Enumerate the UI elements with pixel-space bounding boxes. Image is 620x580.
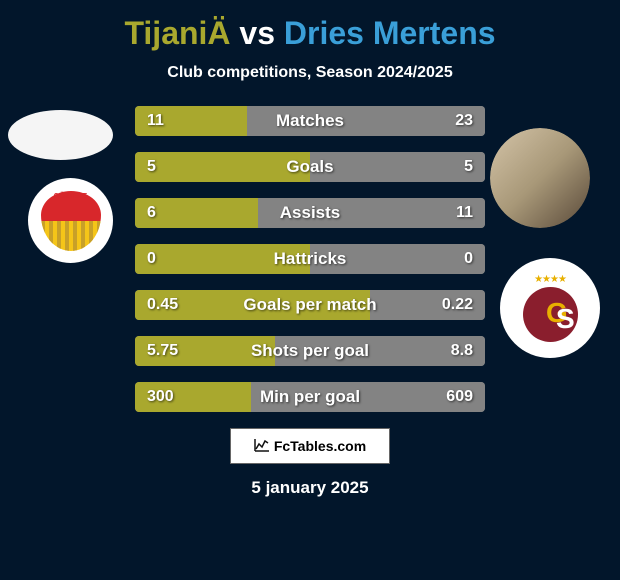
crest-stars-icon: ★★★★ [534, 274, 566, 285]
stat-value-right: 0.22 [442, 296, 473, 314]
stat-value-right: 609 [446, 388, 473, 406]
player1-name: TijaniÄ [124, 15, 230, 51]
stat-value-left: 6 [147, 204, 156, 222]
stat-value-left: 11 [147, 112, 164, 130]
stat-value-right: 8.8 [451, 342, 473, 360]
stat-value-left: 0 [147, 250, 156, 268]
source-logo-text: FcTables.com [274, 438, 366, 454]
stat-value-left: 5.75 [147, 342, 178, 360]
player2-name: Dries Mertens [284, 15, 496, 51]
galatasaray-crest: G S [523, 287, 578, 342]
stat-label: Assists [280, 203, 340, 223]
stat-value-left: 300 [147, 388, 174, 406]
stat-value-right: 11 [456, 204, 473, 222]
page-title: TijaniÄ vs Dries Mertens [0, 15, 620, 52]
stat-value-right: 5 [464, 158, 473, 176]
stat-value-right: 0 [464, 250, 473, 268]
stat-value-right: 23 [455, 112, 473, 130]
crest-left-text: GÖZTEPE [41, 193, 101, 200]
player2-avatar [490, 128, 590, 228]
comparison-card: TijaniÄ vs Dries Mertens Club competitio… [0, 0, 620, 580]
player2-avatar-photo [490, 128, 590, 228]
stat-row: 5 5 Goals [135, 152, 485, 182]
source-logo: FcTables.com [230, 428, 390, 464]
stat-label: Hattricks [274, 249, 347, 269]
player1-avatar [8, 110, 113, 160]
stats-bars: 1123Matches55Goals611Assists00Hattricks0… [135, 106, 485, 412]
vs-label: vs [239, 15, 275, 51]
stat-row: 5.75 8.8 Shots per goal [135, 336, 485, 366]
player1-club-crest: GÖZTEPE [28, 178, 113, 263]
stat-label: Goals [286, 157, 333, 177]
stat-row: 0.45 0.22 Goals per match [135, 290, 485, 320]
stat-label: Matches [276, 111, 344, 131]
stat-bar-right [310, 152, 485, 182]
stat-label: Min per goal [260, 387, 360, 407]
stat-row: 300 609 Min per goal [135, 382, 485, 412]
stat-value-left: 5 [147, 158, 156, 176]
stat-value-left: 0.45 [147, 296, 178, 314]
player2-club-crest: ★★★★ G S [500, 258, 600, 358]
stat-bar-left [135, 152, 310, 182]
stat-row: 11 23 Matches [135, 106, 485, 136]
stat-row: 6 11 Assists [135, 198, 485, 228]
chart-icon [254, 438, 270, 455]
stat-label: Goals per match [243, 295, 376, 315]
subtitle: Club competitions, Season 2024/2025 [0, 64, 620, 82]
goztepe-crest: GÖZTEPE [41, 191, 101, 251]
stat-row: 0 0 Hattricks [135, 244, 485, 274]
date: 5 january 2025 [0, 478, 620, 498]
stat-label: Shots per goal [251, 341, 369, 361]
